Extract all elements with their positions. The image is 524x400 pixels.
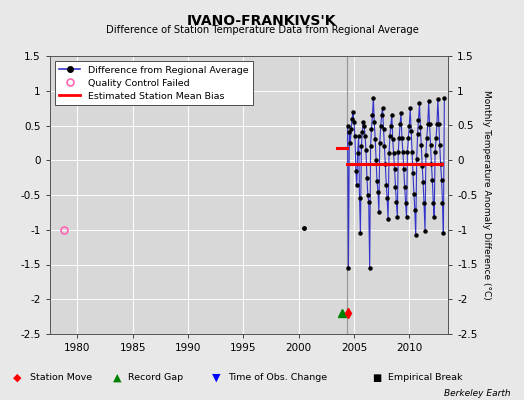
Text: Difference of Station Temperature Data from Regional Average: Difference of Station Temperature Data f… <box>105 25 419 35</box>
Text: ▼: ▼ <box>212 373 221 383</box>
Y-axis label: Monthly Temperature Anomaly Difference (°C): Monthly Temperature Anomaly Difference (… <box>482 90 492 300</box>
Text: ■: ■ <box>372 373 381 383</box>
Text: Time of Obs. Change: Time of Obs. Change <box>228 374 327 382</box>
Text: Station Move: Station Move <box>30 374 92 382</box>
Text: ◆: ◆ <box>13 373 21 383</box>
Text: Berkeley Earth: Berkeley Earth <box>444 389 511 398</box>
Text: IVANO-FRANKIVS'K: IVANO-FRANKIVS'K <box>187 14 337 28</box>
Text: Record Gap: Record Gap <box>128 374 183 382</box>
Text: ▲: ▲ <box>113 373 121 383</box>
Text: Empirical Break: Empirical Break <box>388 374 462 382</box>
Legend: Difference from Regional Average, Quality Control Failed, Estimated Station Mean: Difference from Regional Average, Qualit… <box>54 61 253 105</box>
